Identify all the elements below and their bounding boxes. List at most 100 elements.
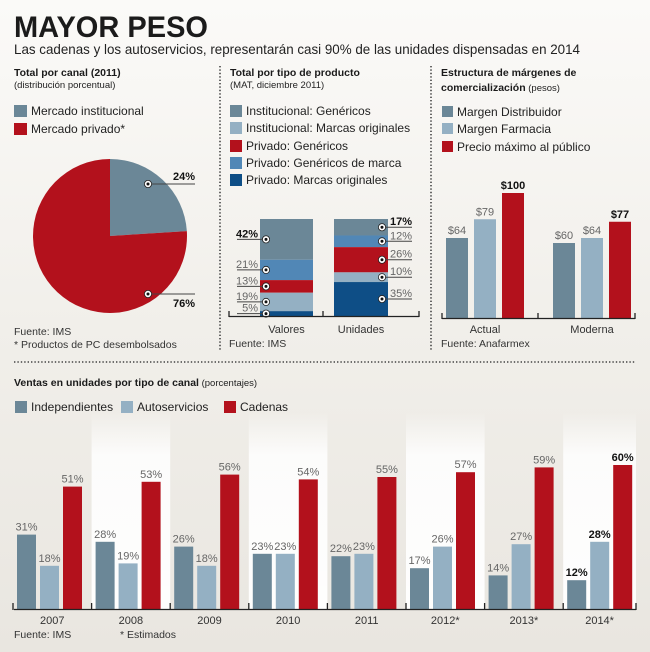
legend-label: Autoservicios (137, 400, 208, 414)
data-label: 23% (274, 541, 296, 553)
bar-2014-autoservicios (590, 541, 610, 609)
panel-ventas-por-canal: Ventas en unidades por tipo de canal (po… (12, 377, 637, 641)
data-label: 42% (236, 228, 258, 240)
data-label: 54% (297, 466, 319, 478)
bar-moderna-margen-distribuidor (553, 243, 575, 318)
legend-item: Institucional: Genéricos (230, 104, 371, 118)
legend-label: Cadenas (240, 400, 288, 414)
panel-subtitle: (distribución porcentual) (14, 80, 115, 91)
legend-item: Independientes (15, 400, 113, 414)
data-label: 28% (589, 529, 611, 541)
data-label: 23% (251, 541, 273, 553)
bar-2014-independientes (567, 580, 587, 609)
label-marker-center (264, 312, 268, 316)
legend-swatch (230, 105, 242, 117)
panel-total-por-canal: Total por canal (2011) (distribución por… (14, 67, 195, 351)
data-label: 17% (390, 216, 412, 228)
page-subtitle: Las cadenas y los autoservicios, represe… (14, 41, 580, 57)
data-label: 28% (94, 529, 116, 541)
label-marker-center (380, 258, 384, 262)
data-label: 31% (15, 522, 37, 534)
data-label: 27% (510, 531, 532, 543)
page-title: MAYOR PESO (14, 11, 208, 44)
source-note: Fuente: IMS (229, 338, 286, 350)
data-label: $100 (501, 180, 525, 192)
x-tick-label: 2010 (276, 615, 300, 627)
bar-2014-cadenas (613, 465, 633, 609)
bar-2012-independientes (410, 568, 429, 609)
data-label: $60 (555, 230, 573, 242)
legend: Margen Distribuidor Margen Farmacia Prec… (442, 105, 591, 154)
data-label: 21% (236, 259, 258, 271)
bar-2011-independientes (331, 556, 351, 609)
label-marker-center (380, 297, 384, 301)
data-label: 5% (242, 303, 258, 315)
legend-swatch (230, 140, 242, 152)
panel-unit: (pesos) (526, 83, 560, 94)
bar-2011-cadenas (377, 477, 397, 609)
panel-title-continued: comercialización (441, 82, 526, 94)
data-label: 18% (38, 553, 60, 565)
legend-item: Mercado institucional (14, 104, 144, 118)
bar-2010-independientes (252, 553, 272, 609)
stacked-segment-valores-institucional-marcas-originales (260, 292, 313, 312)
legend-item: Cadenas (224, 400, 288, 414)
data-label: 55% (376, 464, 398, 476)
legend-label: Privado: Marcas originales (246, 173, 387, 187)
legend-swatch (442, 123, 453, 134)
source-note: Fuente: Anafarmex (441, 338, 530, 350)
bar-2008-independientes (95, 541, 115, 609)
bar-actual-margen-farmacia (474, 219, 496, 318)
legend-item: Privado: Genéricos de marca (230, 156, 402, 170)
legend-label: Mercado institucional (31, 104, 144, 118)
x-tick-label: 2008 (119, 615, 143, 627)
data-label: 26% (390, 249, 412, 261)
label-marker-center (264, 284, 268, 288)
bar-2012-autoservicios (433, 546, 452, 609)
pie-data-label: 76% (173, 298, 195, 310)
legend-swatch (121, 401, 133, 413)
bar-2007-cadenas (63, 486, 82, 609)
source-note: Fuente: IMS (14, 629, 71, 641)
legend: Mercado institucional Mercado privado* (14, 104, 144, 136)
x-tick-label: 2012* (431, 615, 460, 627)
legend-item: Margen Distribuidor (442, 105, 562, 119)
x-tick-label: 2011 (355, 615, 379, 627)
panel-title-line2: comercialización (pesos) (441, 82, 560, 94)
legend-item: Autoservicios (121, 400, 208, 414)
legend-swatch (14, 123, 27, 135)
source-note: Fuente: IMS (14, 326, 71, 338)
bar-2010-autoservicios (275, 553, 295, 609)
x-tick-label: Moderna (570, 324, 614, 336)
margin-bar-chart: $64 $79 $100 Actual $60 $64 $77 Moderna (441, 180, 636, 336)
stacked-bar-chart: Valores Unidades 42% 21% 13% 19%5% 17% 12% 26% 10… (228, 216, 420, 336)
legend-item: Privado: Genéricos (230, 139, 348, 153)
panel-estructura-de-margenes: Estructura de márgenes de comercializaci… (441, 67, 636, 350)
data-label: 14% (487, 562, 509, 574)
data-label: 12% (566, 567, 588, 579)
data-label: 12% (390, 230, 412, 242)
label-marker-center (146, 182, 150, 186)
x-tick-label: Valores (268, 324, 305, 336)
panel-subtitle: (MAT, diciembre 2011) (230, 80, 324, 91)
x-tick-label: 2014* (585, 615, 614, 627)
x-tick-label: 2007 (40, 615, 64, 627)
legend-item: Institucional: Marcas originales (230, 121, 410, 135)
panel-unit: (porcentajes) (199, 378, 257, 389)
legend-label: Mercado privado* (31, 122, 125, 136)
sales-bar-chart: 31%18%51%200728%19%53%200826%18%56%20092… (12, 452, 637, 627)
pie-data-label: 24% (173, 171, 195, 183)
pie-slice-mercado-privado (32, 159, 187, 313)
data-label: 17% (408, 555, 430, 567)
data-label: 18% (196, 553, 218, 565)
label-marker-center (264, 300, 268, 304)
bar-2010-cadenas (298, 479, 318, 609)
panel-total-por-tipo-de-producto: Total por tipo de producto (MAT, diciemb… (228, 67, 420, 350)
data-label: 23% (353, 541, 375, 553)
legend-label: Institucional: Marcas originales (246, 121, 410, 135)
legend-swatch (442, 141, 453, 152)
x-tick-label: Unidades (338, 324, 385, 336)
legend-swatch (15, 401, 27, 413)
data-label: 35% (390, 288, 412, 300)
